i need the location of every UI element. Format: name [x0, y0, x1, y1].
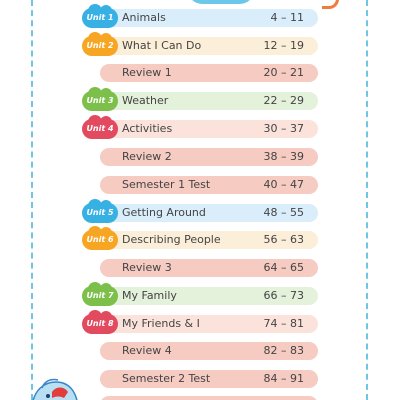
unit-6-badge: Unit 6	[82, 226, 118, 250]
unit-1-badge: Unit 1	[82, 4, 118, 28]
toc-pages: 38 – 39	[263, 150, 305, 163]
toc-pages: 20 – 21	[263, 66, 305, 79]
toc-title: Review 1	[122, 66, 172, 79]
toc-pages: 66 – 73	[263, 289, 305, 302]
toc-pages: 84 – 91	[263, 372, 305, 385]
unit-8-badge: Unit 8	[82, 310, 118, 334]
unit-5-badge: Unit 5	[82, 199, 118, 223]
toc-title: Getting Around	[122, 206, 206, 219]
toc-pages: 74 – 81	[263, 317, 305, 330]
toc-row-review-1: Review 1 20 – 21	[100, 64, 318, 82]
toc-pages: 12 – 19	[263, 39, 305, 52]
toc-pages: 64 – 65	[263, 261, 305, 274]
toc-pages: 30 – 37	[263, 122, 305, 135]
toc-pages: 48 – 55	[263, 206, 305, 219]
toc-title: Describing People	[122, 233, 221, 246]
toc-row-unit-5: Getting Around 48 – 55	[100, 204, 318, 222]
toc-title: Weather	[122, 94, 169, 107]
toc-row-cut-off	[100, 396, 318, 400]
toc-row-unit-4: Activities 30 – 37	[100, 120, 318, 138]
unit-2-badge: Unit 2	[82, 32, 118, 56]
toc-row-unit-6: Describing People 56 – 63	[100, 231, 318, 249]
toc-row-unit-3: Weather 22 – 29	[100, 92, 318, 110]
toc-pages: 82 – 83	[263, 344, 305, 357]
toc-row-unit-1: Animals 4 – 11	[100, 9, 318, 27]
toc-title: My Friends & I	[122, 317, 200, 330]
toc-row-review-3: Review 3 64 – 65	[100, 259, 318, 277]
contents-header-decoration	[188, 0, 254, 4]
toc-title: Semester 2 Test	[122, 372, 211, 385]
unit-3-badge: Unit 3	[82, 87, 118, 111]
toc-title: Activities	[122, 122, 173, 135]
toc-title: My Family	[122, 289, 177, 302]
toc-title: Animals	[122, 11, 166, 24]
toc-title: Semester 1 Test	[122, 178, 211, 191]
toc-title: Review 3	[122, 261, 172, 274]
unit-4-badge: Unit 4	[82, 115, 118, 139]
toc-pages: 22 – 29	[263, 94, 305, 107]
toc-pages: 56 – 63	[263, 233, 305, 246]
toc-pages: 40 – 47	[263, 178, 305, 191]
toc-title: Review 2	[122, 150, 172, 163]
toc-row-unit-8: My Friends & I 74 – 81	[100, 315, 318, 333]
toc-row-semester-2-test: Semester 2 Test 84 – 91	[100, 370, 318, 388]
toc-row-review-4: Review 4 82 – 83	[100, 342, 318, 360]
unit-7-badge: Unit 7	[82, 282, 118, 306]
mascot-character-icon	[32, 378, 78, 400]
left-dashed-border	[31, 0, 33, 400]
toc-pages: 4 – 11	[270, 11, 305, 24]
toc-row-semester-1-test: Semester 1 Test 40 – 47	[100, 176, 318, 194]
toc-row-unit-7: My Family 66 – 73	[100, 287, 318, 305]
header-swish-decoration	[322, 0, 339, 9]
toc-row-review-2: Review 2 38 – 39	[100, 148, 318, 166]
toc-row-unit-2: What I Can Do 12 – 19	[100, 37, 318, 55]
toc-title: Review 4	[122, 344, 172, 357]
right-dashed-border	[366, 0, 368, 400]
toc-title: What I Can Do	[122, 39, 202, 52]
